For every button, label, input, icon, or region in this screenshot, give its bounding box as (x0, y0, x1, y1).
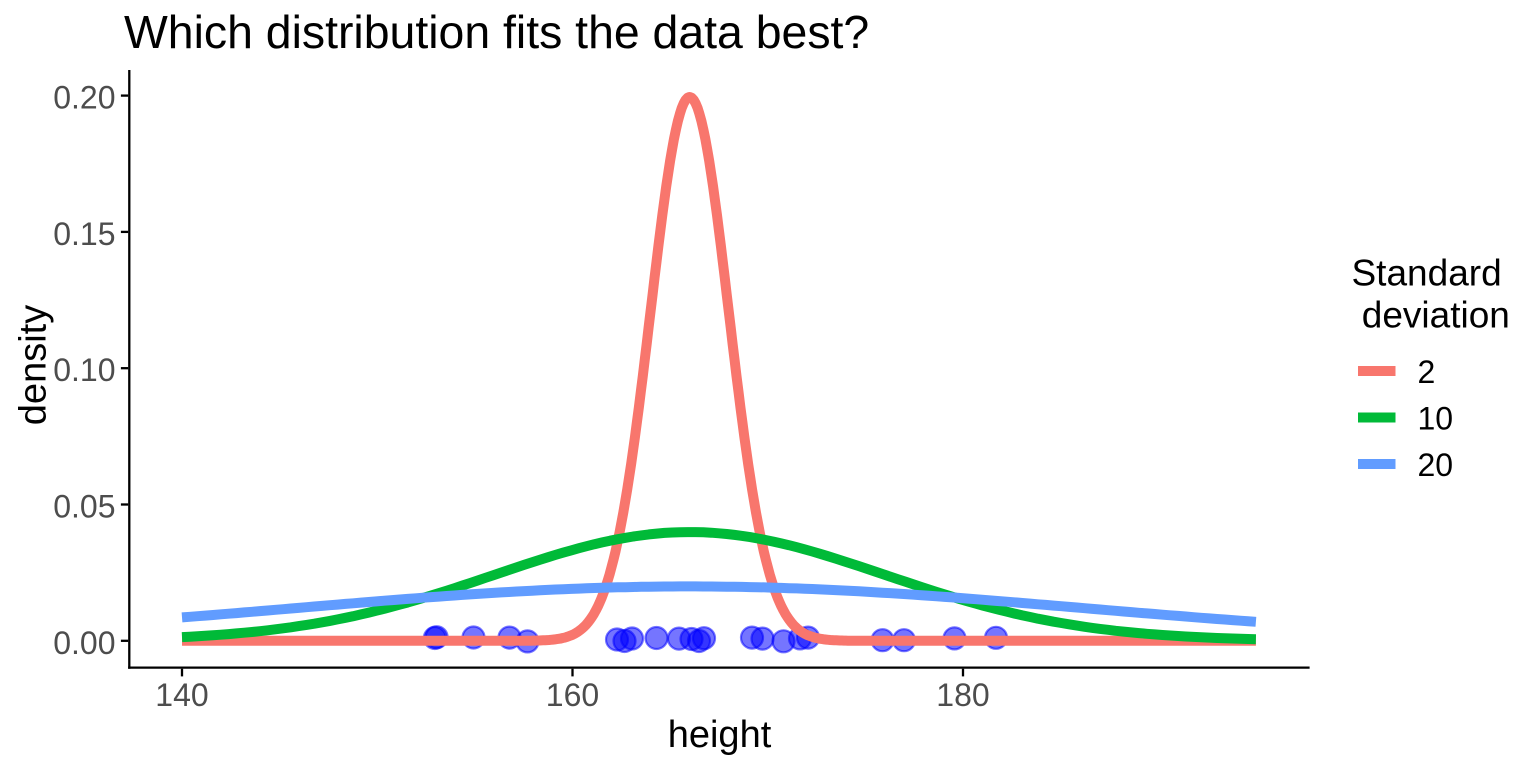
svg-text:140: 140 (155, 677, 208, 713)
svg-text:10: 10 (1418, 401, 1454, 437)
svg-text:Standard: Standard (1352, 253, 1502, 294)
svg-text:2: 2 (1418, 354, 1436, 390)
svg-text:0.15: 0.15 (53, 216, 115, 252)
svg-text:0.20: 0.20 (53, 80, 115, 116)
svg-text:deviation: deviation (1352, 295, 1510, 336)
svg-text:0.10: 0.10 (53, 352, 115, 388)
svg-text:180: 180 (936, 677, 989, 713)
svg-text:0.05: 0.05 (53, 489, 115, 525)
svg-text:density: density (13, 305, 55, 425)
svg-text:height: height (668, 714, 772, 756)
svg-text:Which distribution fits the da: Which distribution fits the data best? (124, 6, 869, 58)
svg-text:20: 20 (1418, 447, 1454, 483)
svg-text:0.00: 0.00 (53, 625, 115, 661)
svg-text:160: 160 (546, 677, 599, 713)
